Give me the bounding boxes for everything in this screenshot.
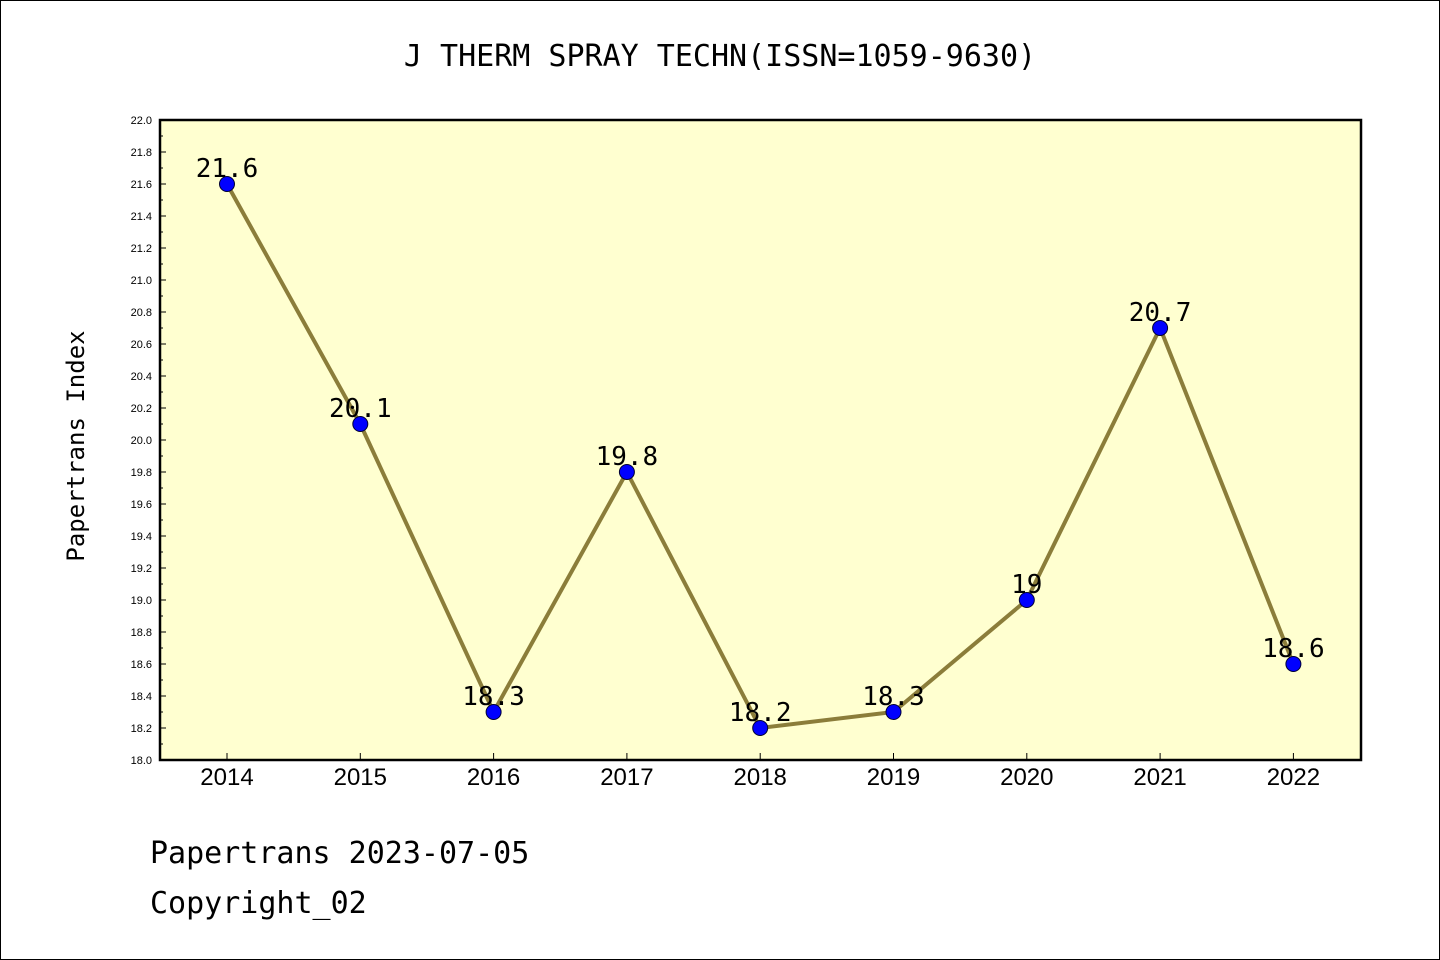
y-tick-label: 19.8 (131, 467, 152, 479)
footer-date: Papertrans 2023-07-05 (150, 836, 530, 871)
y-axis-ticks: 18.0 18.2 18.4 18.6 18.8 19.0 19.2 19.4 19.6 19.8… (131, 115, 166, 767)
y-tick-label: 20.0 (131, 435, 152, 447)
y-tick-label: 19.0 (131, 595, 152, 607)
y-tick-label: 20.2 (131, 403, 152, 415)
y-tick-label: 21.4 (131, 211, 152, 223)
y-tick-label: 19.2 (131, 563, 152, 575)
data-points (219, 176, 1302, 736)
y-axis-label: Papertrans Index (62, 330, 90, 561)
y-tick-label: 21.0 (131, 275, 152, 287)
y-tick-label: 18.6 (131, 659, 152, 671)
footer-copyright: Copyright_02 (150, 886, 367, 921)
x-tick-label: 2022 (1267, 764, 1320, 791)
data-point (219, 176, 235, 192)
data-label: 21.6 (196, 154, 259, 184)
data-label: 20.7 (1129, 298, 1192, 328)
y-tick-label: 19.4 (131, 531, 152, 543)
y-tick-label: 21.6 (131, 179, 152, 191)
y-tick-label: 21.8 (131, 147, 152, 159)
y-tick-label: 22.0 (131, 115, 152, 127)
y-tick-label: 21.2 (131, 243, 152, 255)
data-point (1018, 592, 1035, 608)
x-tick-label: 2014 (200, 764, 253, 791)
y-tick-label: 20.6 (131, 339, 152, 351)
data-label: 20.1 (329, 394, 392, 424)
data-point (752, 720, 769, 736)
y-tick-label: 20.8 (131, 307, 152, 319)
y-tick-label: 18.8 (131, 627, 152, 639)
data-labels: 21.6 20.1 18.3 19.8 18.2 18.3 19 20.7 18.6 (196, 154, 1325, 728)
y-tick-label: 18.4 (131, 691, 152, 703)
x-tick-label: 2015 (334, 764, 387, 791)
data-point (885, 704, 902, 720)
plot-area (158, 118, 1363, 762)
y-tick-label: 18.2 (131, 723, 152, 735)
x-tick-label: 2018 (734, 764, 787, 791)
x-tick-label: 2019 (867, 764, 920, 791)
x-tick-label: 2020 (1000, 764, 1053, 791)
data-label: 18.6 (1262, 634, 1325, 664)
data-point (1152, 320, 1169, 336)
data-point (352, 416, 369, 432)
y-tick-label: 18.0 (131, 755, 152, 767)
data-label: 19.8 (596, 442, 659, 472)
x-tick-label: 2021 (1133, 764, 1186, 791)
data-label: 18.3 (462, 682, 525, 712)
data-label: 19 (1011, 570, 1042, 600)
x-axis-ticks: 2014 2015 2016 2017 2018 2019 2020 2021 2022 (200, 753, 1320, 791)
data-label: 18.3 (862, 682, 925, 712)
x-tick-label: 2017 (600, 764, 653, 791)
data-point (485, 704, 502, 720)
x-tick-label: 2016 (467, 764, 520, 791)
data-label: 18.2 (729, 698, 792, 728)
data-point (1285, 656, 1302, 672)
y-tick-label: 19.6 (131, 499, 152, 511)
y-tick-label: 20.4 (131, 371, 152, 383)
data-point (618, 464, 635, 480)
chart-title: J THERM SPRAY TECHN(ISSN=1059-9630) (404, 39, 1036, 74)
